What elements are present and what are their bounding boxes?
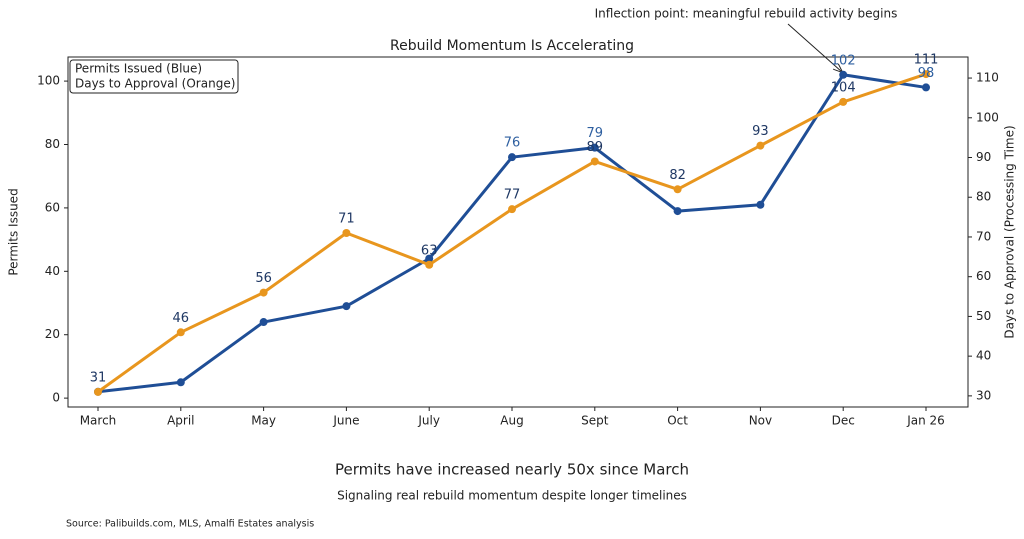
data-label: 56 bbox=[255, 271, 272, 286]
legend-entry: Days to Approval (Orange) bbox=[75, 77, 235, 91]
y2-tick-label: 70 bbox=[976, 229, 991, 243]
legend-box bbox=[69, 59, 239, 94]
data-label: 71 bbox=[338, 211, 355, 226]
data-point bbox=[673, 185, 682, 194]
legend-entry: Permits Issued (Blue) bbox=[75, 62, 202, 76]
x-tick-label: Jan 26 bbox=[906, 414, 945, 428]
x-tick-label: Nov bbox=[749, 414, 772, 428]
x-tick-label: April bbox=[167, 414, 194, 428]
data-label: 89 bbox=[587, 140, 604, 155]
chart-title: Rebuild Momentum Is Accelerating bbox=[390, 38, 634, 54]
y2-tick-label: 40 bbox=[976, 349, 991, 363]
x-tick-label: Aug bbox=[500, 414, 523, 428]
data-label: 46 bbox=[173, 311, 190, 326]
x-tick-label: May bbox=[251, 414, 276, 428]
y-tick-label: 60 bbox=[45, 200, 60, 214]
data-point bbox=[259, 288, 268, 297]
x-tick-label: Oct bbox=[667, 414, 688, 428]
caption: Signaling real rebuild momentum despite … bbox=[337, 489, 687, 503]
x-tick-label: Sept bbox=[581, 414, 609, 428]
data-label: 93 bbox=[752, 124, 769, 139]
data-point bbox=[94, 387, 102, 396]
source: Source: Palibuilds.com, MLS, Amalfi Esta… bbox=[66, 519, 314, 530]
data-point bbox=[756, 141, 765, 150]
x-tick-label: Dec bbox=[832, 414, 855, 428]
y-axis-label: Permits Issued bbox=[7, 188, 21, 275]
data-point bbox=[259, 318, 268, 327]
data-label: 77 bbox=[504, 188, 521, 203]
data-label: 102 bbox=[831, 53, 856, 68]
y2-tick-label: 90 bbox=[976, 150, 991, 164]
subtitle: Permits have increased nearly 50x since … bbox=[335, 461, 689, 479]
y2-tick-label: 50 bbox=[976, 309, 991, 323]
data-point bbox=[673, 207, 682, 216]
data-point bbox=[756, 200, 765, 209]
data-point bbox=[342, 228, 351, 237]
y2-axis-label: Days to Approval (Processing Time) bbox=[1003, 125, 1017, 338]
data-point bbox=[590, 143, 599, 152]
y2-tick-label: 100 bbox=[976, 110, 999, 124]
data-point bbox=[839, 97, 848, 106]
annotation: Inflection point: meaningful rebuild act… bbox=[595, 7, 898, 21]
y-tick-label: 20 bbox=[45, 327, 60, 341]
y2-tick-label: 110 bbox=[976, 71, 999, 85]
y2-tick-label: 60 bbox=[976, 269, 991, 283]
data-point bbox=[425, 260, 434, 269]
data-point bbox=[342, 302, 351, 311]
y2-tick-label: 80 bbox=[976, 190, 991, 204]
annotation-arrow bbox=[787, 23, 842, 72]
data-point bbox=[922, 83, 930, 92]
data-point bbox=[425, 254, 434, 263]
data-label: 104 bbox=[831, 80, 856, 95]
line-series bbox=[97, 72, 927, 394]
y-tick-label: 40 bbox=[45, 264, 60, 278]
data-point bbox=[590, 157, 599, 166]
data-label: 111 bbox=[914, 53, 939, 68]
data-point bbox=[508, 205, 516, 214]
data-point bbox=[839, 70, 848, 79]
data-label: 63 bbox=[421, 243, 438, 258]
data-label: 82 bbox=[669, 168, 686, 183]
x-tick-label: March bbox=[80, 414, 117, 428]
y-tick-label: 100 bbox=[37, 74, 60, 88]
y-tick-label: 0 bbox=[52, 391, 60, 405]
y2-tick-label: 30 bbox=[976, 388, 991, 402]
data-point bbox=[922, 70, 930, 79]
data-label: 79 bbox=[587, 126, 604, 141]
data-point bbox=[508, 153, 516, 162]
data-point bbox=[176, 378, 185, 387]
x-tick-label: July bbox=[417, 414, 440, 428]
plot-frame bbox=[67, 56, 969, 408]
data-point bbox=[176, 328, 185, 337]
y-tick-label: 80 bbox=[45, 137, 60, 151]
x-tick-label: June bbox=[332, 414, 359, 428]
data-label: 76 bbox=[504, 136, 521, 151]
data-label: 98 bbox=[918, 66, 935, 81]
data-label: 31 bbox=[90, 370, 107, 385]
